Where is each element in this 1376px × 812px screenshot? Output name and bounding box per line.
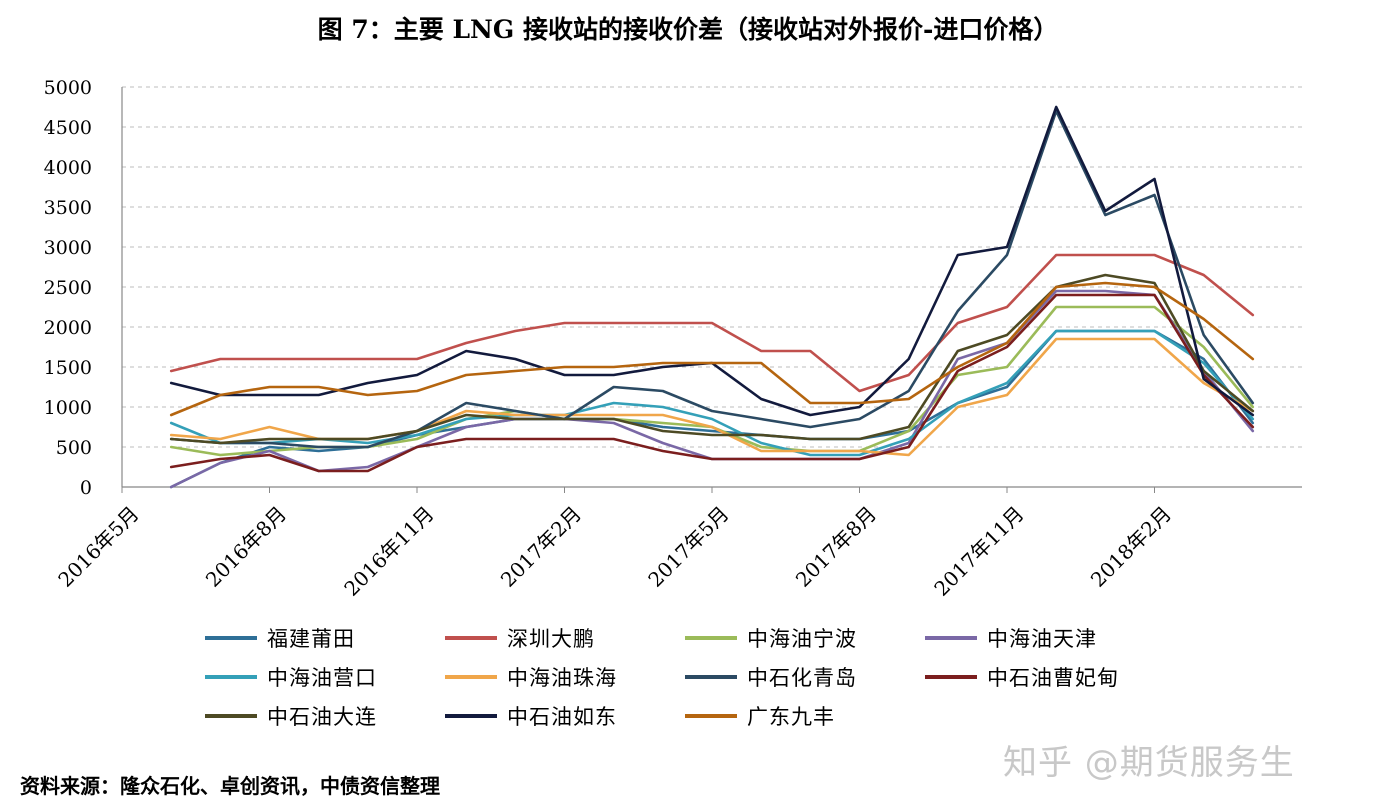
series-line xyxy=(169,329,1255,457)
y-tick-label: 3000 xyxy=(44,237,92,259)
y-tick-label: 4000 xyxy=(44,157,92,179)
legend-item: 中石化青岛 xyxy=(685,663,925,691)
legend-swatch xyxy=(205,675,257,679)
legend-item: 中石油如东 xyxy=(445,702,685,730)
legend-label: 中石油曹妃甸 xyxy=(987,666,1119,690)
x-tick-label: 2017年8月 xyxy=(791,502,881,592)
legend-swatch xyxy=(925,675,977,679)
y-tick-label: 2000 xyxy=(44,317,92,339)
legend-label: 中石油如东 xyxy=(507,705,617,729)
x-tick-labels: 2016年5月 2016年8月 2016年11月 2017年2月 2017年5月 2017… xyxy=(53,502,1176,601)
legend-swatch xyxy=(445,675,497,679)
legend-label: 中海油珠海 xyxy=(507,666,617,690)
legend-swatch xyxy=(205,714,257,718)
series-line xyxy=(169,253,1255,393)
series-line xyxy=(169,305,1255,457)
legend-item: 福建莆田 xyxy=(205,624,445,652)
legend-swatch xyxy=(925,636,977,640)
legend-label: 福建莆田 xyxy=(267,627,355,651)
legend-label: 广东九丰 xyxy=(747,705,835,729)
grid-lines xyxy=(122,86,1302,448)
legend-item: 中海油营口 xyxy=(205,663,445,691)
x-tick-label: 2016年11月 xyxy=(339,502,438,601)
legend-label: 中石油大连 xyxy=(267,705,377,729)
y-tick-label: 1000 xyxy=(44,397,92,419)
y-tick-label: 4500 xyxy=(44,117,92,139)
legend-item: 中海油宁波 xyxy=(685,624,925,652)
x-tick-label: 2017年2月 xyxy=(496,502,586,592)
legend: 福建莆田 深圳大鹏 中海油宁波 中海油天津中海油营口 中海油珠海 中石化青岛 中石油曹妃甸中… xyxy=(205,624,1165,730)
legend-swatch xyxy=(445,636,497,640)
x-tick-label: 2018年2月 xyxy=(1086,502,1176,592)
x-tick-label: 2016年8月 xyxy=(201,502,291,592)
series-line xyxy=(169,273,1255,445)
source-note: 资料来源：隆众石化、卓创资讯，中债资信整理 xyxy=(20,774,440,798)
legend-swatch xyxy=(685,636,737,640)
y-tick-labels: 0 500 1000 1500 2000 2500 3000 3500 4000 4500 5000 xyxy=(44,77,92,499)
series-line xyxy=(169,293,1255,473)
legend-label: 中石化青岛 xyxy=(747,666,857,690)
series-line xyxy=(169,105,1255,417)
x-tick-label: 2017年5月 xyxy=(643,502,733,592)
legend-swatch xyxy=(205,636,257,640)
series-line xyxy=(169,109,1255,449)
series-line xyxy=(169,281,1255,417)
legend-item: 中海油天津 xyxy=(925,624,1165,652)
legend-item: 广东九丰 xyxy=(685,702,925,730)
legend-label: 中海油营口 xyxy=(267,666,377,690)
x-tick-label: 2016年5月 xyxy=(53,502,143,592)
legend-item: 中石油曹妃甸 xyxy=(925,663,1165,691)
legend-swatch xyxy=(445,714,497,718)
y-tick-label: 1500 xyxy=(44,357,92,379)
chart-title: 图 7：主要 LNG 接收站的接收价差（接收站对外报价-进口价格） xyxy=(317,15,1059,44)
legend-item: 深圳大鹏 xyxy=(445,624,685,652)
legend-label: 深圳大鹏 xyxy=(507,627,595,651)
legend-label: 中海油天津 xyxy=(987,627,1097,651)
series-lines xyxy=(169,105,1255,489)
watermark: 知乎 @期货服务生 xyxy=(1003,743,1295,783)
legend-item: 中石油大连 xyxy=(205,702,445,730)
y-tick-label: 3500 xyxy=(44,197,92,219)
series-line xyxy=(169,337,1255,457)
y-tick-label: 5000 xyxy=(44,77,92,99)
x-tick-label: 2017年11月 xyxy=(929,502,1028,601)
y-tick-label: 2500 xyxy=(44,277,92,299)
legend-item: 中海油珠海 xyxy=(445,663,685,691)
legend-label: 中海油宁波 xyxy=(747,627,857,651)
y-tick-label: 0 xyxy=(80,477,92,499)
legend-swatch xyxy=(685,714,737,718)
legend-swatch xyxy=(685,675,737,679)
series-line xyxy=(169,329,1255,489)
y-tick-label: 500 xyxy=(56,437,92,459)
axes xyxy=(121,87,1302,493)
